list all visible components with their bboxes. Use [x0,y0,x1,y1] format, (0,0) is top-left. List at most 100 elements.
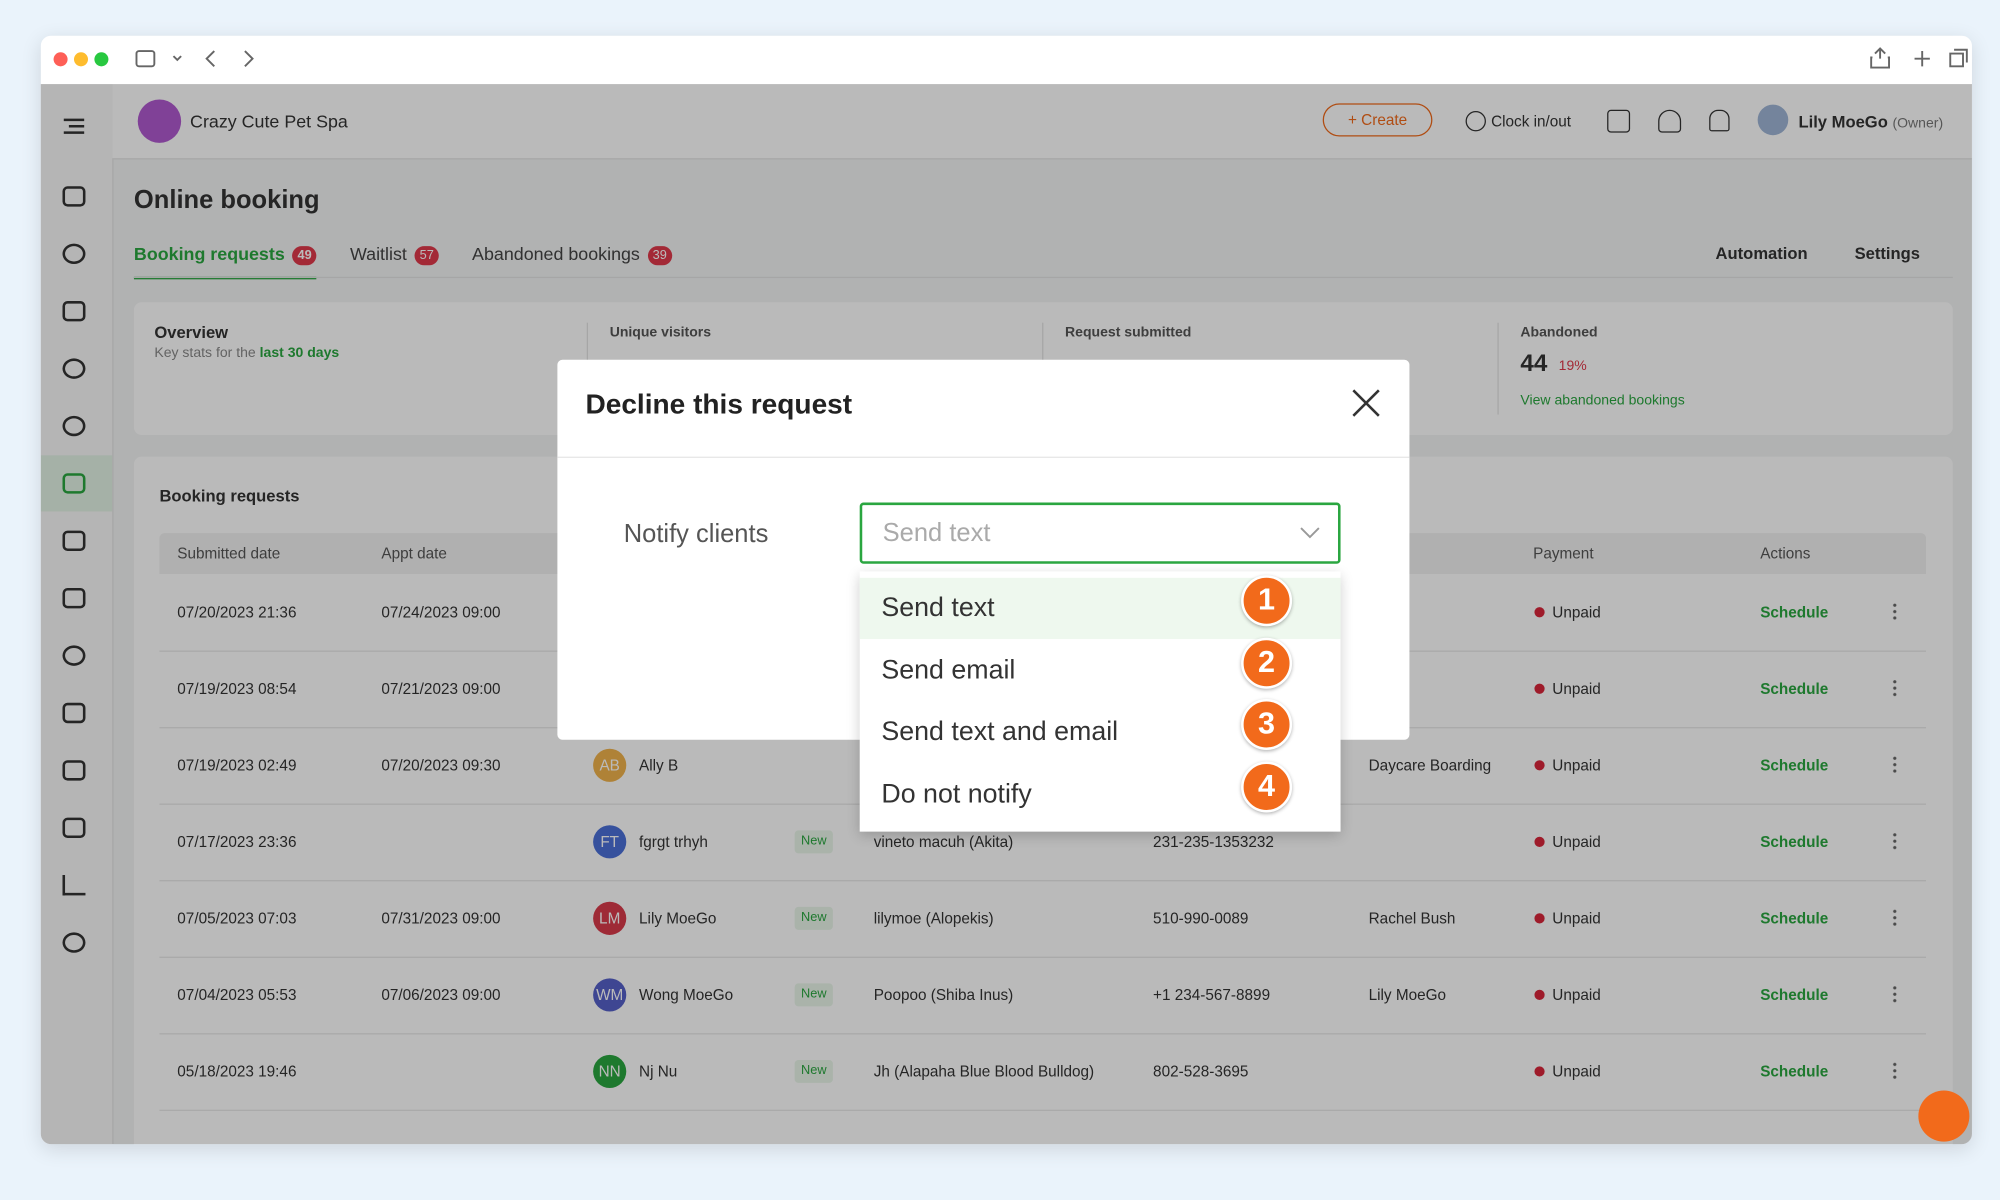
schedule-link[interactable]: Schedule [1760,985,1829,1004]
more-menu[interactable] [1892,1061,1897,1080]
client-name[interactable]: Ally B [639,756,679,775]
dropdown-menu: Send text 1 Send email 2 Send text and email… [859,571,1341,832]
client-avatar: LM [593,901,627,935]
new-tag: New [794,906,833,930]
more-menu[interactable] [1892,678,1897,697]
nav-icon[interactable] [62,760,86,781]
close-window[interactable] [53,52,68,67]
business-name[interactable]: Crazy Cute Pet Spa [190,110,348,132]
appt-date: 07/24/2023 09:00 [381,603,501,622]
client-avatar: NN [593,1054,627,1089]
pet-name: Jh (Alapaha Blue Blood Bulldog) [873,1062,1095,1081]
user-avatar[interactable] [1757,104,1789,136]
tab[interactable]: Abandoned bookings 39 [472,244,672,277]
client-name[interactable]: fgrgt trhyh [639,832,708,851]
minimize-window[interactable] [73,52,89,67]
nav-icon[interactable] [62,301,86,322]
nav-icon[interactable] [62,473,86,494]
column-header[interactable]: Appt date [381,544,447,563]
appt-date: 07/31/2023 09:00 [381,909,501,928]
tab[interactable]: Waitlist 57 [350,244,439,277]
stat-change: 19% [1558,358,1587,374]
menu-icon[interactable] [61,116,87,136]
phone: +1 234-567-8899 [1153,985,1271,1004]
schedule-link[interactable]: Schedule [1760,1062,1829,1081]
stat-link[interactable]: View abandoned bookings [1520,392,1685,409]
tabs: Booking requests 49 Waitlist 57 Abandoned bo… [133,244,705,280]
nav-icon[interactable] [62,358,86,379]
toolbar-icons [135,47,1968,69]
table-row: 07/17/2023 23:36 FT fgrgt trhyh New vineto m… [159,804,1927,882]
user-name[interactable]: Lily MoeGo [1798,112,1888,132]
client-name[interactable]: Wong MoeGo [639,985,734,1004]
clock-icon [1465,110,1486,132]
notify-select[interactable]: Send text [859,502,1341,564]
submitted-date: 07/04/2023 05:53 [177,985,297,1004]
payment-status: Unpaid [1552,832,1601,851]
nav-icon[interactable] [62,932,86,953]
schedule-link[interactable]: Schedule [1760,756,1829,775]
payment-status: Unpaid [1552,603,1601,622]
nav-icon[interactable] [62,817,86,839]
tab[interactable]: Booking requests 49 [133,244,317,280]
pet-name: vineto macuh (Akita) [873,832,1014,851]
stat-value: 44 [1520,350,1548,378]
payment-status: Unpaid [1552,1062,1601,1081]
close-button[interactable] [1351,388,1382,419]
more-menu[interactable] [1892,602,1897,620]
maximize-window[interactable] [94,52,109,67]
table-row: 07/05/2023 07:03 07/31/2023 09:00 LM Lily M… [159,880,1927,958]
nav-icon[interactable] [62,530,86,552]
more-menu[interactable] [1892,984,1897,1003]
schedule-link[interactable]: Schedule [1760,909,1829,928]
schedule-link[interactable]: Schedule [1760,603,1829,622]
chat-button[interactable] [1918,1090,1970,1142]
tab-count: 57 [414,245,439,266]
upload-icon[interactable] [1607,109,1631,133]
nav-icon[interactable] [62,645,86,666]
notification-icon[interactable] [1709,109,1730,132]
divider [1497,322,1499,415]
client-name[interactable]: Nj Nu [639,1062,678,1081]
more-menu[interactable] [1892,831,1897,850]
service: Lily MoeGo [1368,985,1447,1004]
new-tag: New [794,983,833,1007]
phone: 231-235-1353232 [1153,832,1274,851]
create-button[interactable]: + Create [1322,103,1433,137]
nav-icon[interactable] [62,874,86,896]
dropdown-option[interactable]: Do not notify [881,778,1032,809]
stat-label: Request submitted [1065,325,1192,341]
appt-date: 07/06/2023 09:00 [381,985,501,1004]
status-dot [1534,989,1545,1000]
status-dot [1534,760,1545,771]
support-icon[interactable] [1658,109,1682,133]
schedule-link[interactable]: Schedule [1760,832,1829,851]
status-dot [1534,836,1545,847]
schedule-link[interactable]: Schedule [1760,679,1829,698]
tabs-divider [133,276,1953,279]
client-avatar: WM [593,978,627,1012]
more-menu[interactable] [1892,908,1897,927]
column-header[interactable]: Submitted date [177,544,281,563]
clock-button[interactable]: Clock in/out [1491,112,1572,131]
table-row: 05/18/2023 19:46 NN Nj Nu New Jh (Alapaha Bl… [159,1033,1927,1111]
range-picker[interactable]: last 30 days [259,345,340,361]
nav-icon[interactable] [62,186,86,207]
dropdown-option[interactable]: Send text and email [881,716,1119,747]
client-avatar: AB [593,748,627,782]
overview-subtitle: Key stats for the [154,345,256,361]
dropdown-option[interactable]: Send email [881,654,1016,685]
more-menu[interactable] [1892,755,1897,773]
nav-icon[interactable] [62,588,86,609]
payment-status: Unpaid [1552,756,1601,775]
tab-label: Waitlist [349,243,407,265]
settings-link[interactable]: Settings [1854,243,1921,263]
status-dot [1534,607,1545,618]
appt-date: 07/21/2023 09:00 [381,679,501,698]
nav-icon[interactable] [62,415,86,437]
nav-icon[interactable] [62,702,86,724]
nav-icon[interactable] [62,243,86,265]
client-name[interactable]: Lily MoeGo [639,909,717,928]
automation-link[interactable]: Automation [1715,243,1808,263]
